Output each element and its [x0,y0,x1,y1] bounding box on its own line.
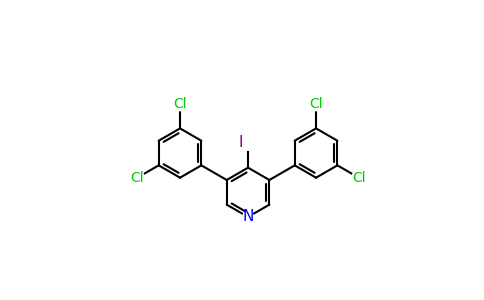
Circle shape [352,171,366,184]
Circle shape [130,171,144,184]
Text: Cl: Cl [309,97,323,111]
Circle shape [173,97,187,111]
Text: Cl: Cl [131,171,144,185]
Text: I: I [238,135,242,150]
Text: Cl: Cl [173,97,187,111]
Text: Cl: Cl [352,171,365,185]
Circle shape [242,212,254,222]
Circle shape [309,97,323,111]
Text: N: N [242,209,254,224]
